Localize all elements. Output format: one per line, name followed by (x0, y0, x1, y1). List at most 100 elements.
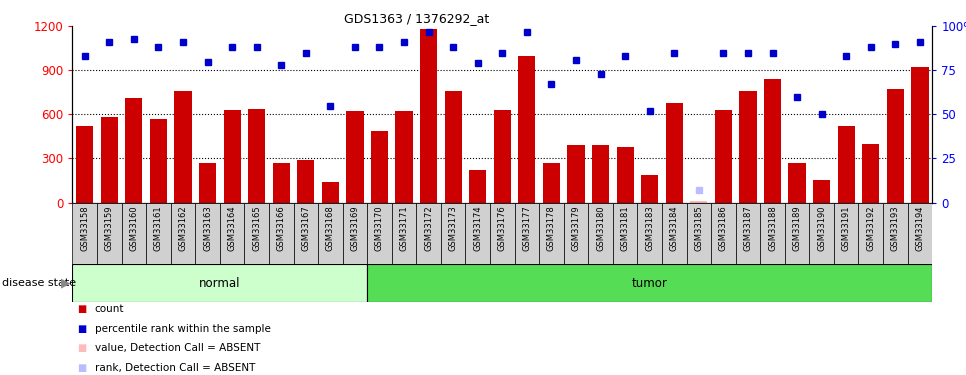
Bar (322, 182, 339, 203)
Bar (687, 202, 711, 264)
Bar (347, 111, 363, 202)
Bar (100, 117, 118, 202)
Text: GSM33181: GSM33181 (620, 206, 630, 251)
Text: disease state: disease state (2, 278, 76, 288)
Bar (150, 119, 167, 202)
Text: ■: ■ (77, 363, 87, 373)
Bar (126, 98, 142, 202)
Bar (244, 202, 269, 264)
Text: tumor: tumor (632, 277, 668, 290)
Text: GSM33162: GSM33162 (179, 206, 187, 251)
Bar (392, 202, 416, 264)
Bar (195, 202, 220, 264)
Text: GSM33194: GSM33194 (916, 206, 924, 251)
Text: GSM33158: GSM33158 (80, 206, 89, 251)
Bar (588, 202, 612, 264)
Bar (494, 110, 511, 202)
Text: GSM33188: GSM33188 (768, 206, 777, 251)
Bar (466, 202, 490, 264)
Bar (567, 145, 584, 202)
Bar (199, 163, 216, 202)
Bar (440, 202, 466, 264)
Text: GSM33183: GSM33183 (645, 206, 654, 251)
Bar (691, 201, 707, 202)
Bar (519, 56, 535, 202)
Bar (72, 264, 367, 302)
Bar (171, 202, 195, 264)
Bar (444, 91, 462, 202)
Bar (863, 144, 879, 202)
Bar (367, 202, 392, 264)
Bar (784, 202, 810, 264)
Bar (813, 180, 830, 203)
Bar (715, 110, 732, 202)
Text: GSM33159: GSM33159 (104, 206, 114, 251)
Text: GSM33160: GSM33160 (129, 206, 138, 251)
Text: GSM33191: GSM33191 (841, 206, 851, 251)
Text: GSM33171: GSM33171 (400, 206, 409, 251)
Bar (175, 91, 191, 202)
Text: GSM33193: GSM33193 (891, 206, 900, 251)
Text: GSM33192: GSM33192 (867, 206, 875, 251)
Text: GSM33163: GSM33163 (203, 206, 213, 251)
Text: GSM33176: GSM33176 (497, 206, 507, 251)
Text: GSM33187: GSM33187 (744, 206, 753, 251)
Bar (736, 202, 760, 264)
Bar (908, 202, 932, 264)
Bar (220, 202, 244, 264)
Text: ■: ■ (77, 304, 87, 314)
Text: GSM33174: GSM33174 (473, 206, 482, 251)
Bar (641, 175, 658, 202)
Text: GSM33179: GSM33179 (572, 206, 581, 251)
Bar (638, 202, 662, 264)
Bar (416, 202, 440, 264)
Bar (711, 202, 736, 264)
Bar (223, 110, 241, 202)
Text: GSM33189: GSM33189 (792, 206, 802, 251)
Text: GSM33168: GSM33168 (326, 206, 335, 251)
Text: GSM33169: GSM33169 (351, 206, 359, 251)
Bar (911, 68, 928, 203)
Text: ▶: ▶ (61, 277, 71, 290)
Text: GSM33172: GSM33172 (424, 206, 433, 251)
Bar (612, 202, 638, 264)
Bar (469, 170, 486, 202)
Title: GDS1363 / 1376292_at: GDS1363 / 1376292_at (344, 12, 489, 25)
Bar (838, 126, 855, 202)
Text: GSM33184: GSM33184 (669, 206, 679, 251)
Bar (395, 111, 412, 202)
Bar (666, 103, 683, 202)
Bar (420, 29, 438, 202)
Bar (810, 202, 834, 264)
Bar (543, 163, 560, 202)
Text: rank, Detection Call = ABSENT: rank, Detection Call = ABSENT (95, 363, 255, 373)
Text: GSM33167: GSM33167 (301, 206, 310, 251)
Bar (739, 91, 756, 202)
Bar (662, 202, 687, 264)
Bar (343, 202, 367, 264)
Bar (294, 202, 318, 264)
Text: normal: normal (199, 277, 241, 290)
Bar (887, 89, 904, 202)
Text: GSM33190: GSM33190 (817, 206, 826, 251)
Text: GSM33161: GSM33161 (154, 206, 163, 251)
Text: GSM33180: GSM33180 (596, 206, 605, 251)
Bar (272, 163, 290, 202)
Bar (564, 202, 588, 264)
Bar (248, 108, 266, 202)
Bar (539, 202, 564, 264)
Bar (616, 147, 634, 202)
Text: GSM33185: GSM33185 (695, 206, 703, 251)
Bar (834, 202, 859, 264)
Bar (146, 202, 171, 264)
Text: ■: ■ (77, 344, 87, 353)
Bar (318, 202, 343, 264)
Text: value, Detection Call = ABSENT: value, Detection Call = ABSENT (95, 344, 260, 353)
Text: GSM33186: GSM33186 (719, 206, 728, 251)
Text: GSM33166: GSM33166 (276, 206, 286, 251)
Bar (367, 264, 932, 302)
Bar (788, 163, 806, 202)
Text: GSM33165: GSM33165 (252, 206, 261, 251)
Text: GSM33170: GSM33170 (375, 206, 384, 251)
Bar (592, 145, 610, 202)
